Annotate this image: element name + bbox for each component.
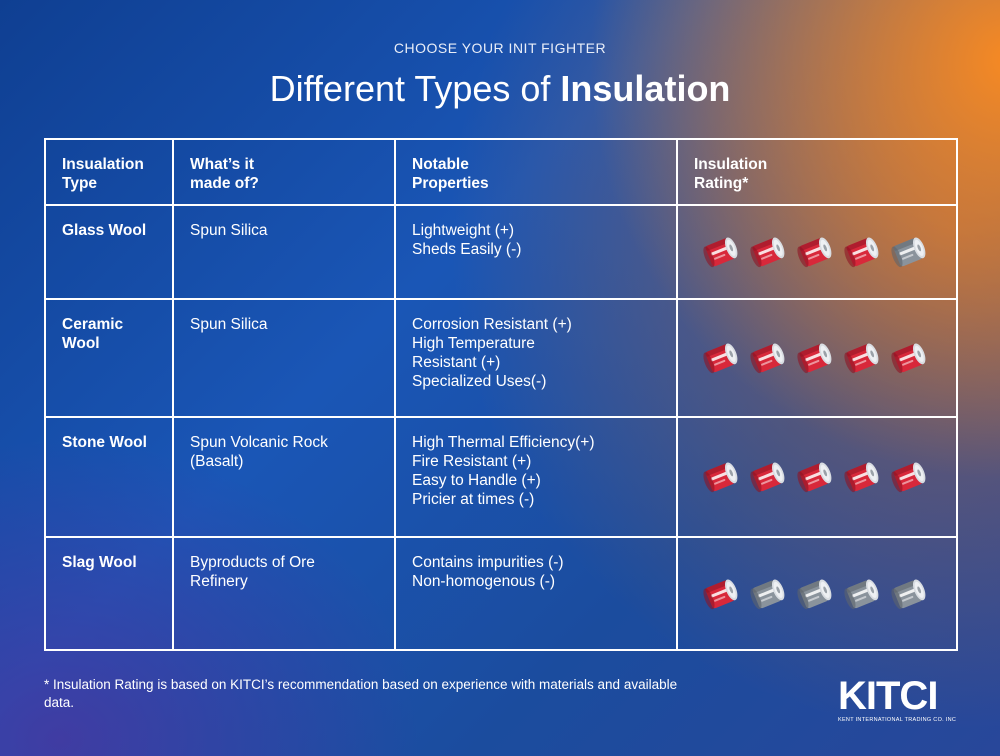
row-made-of: Spun Silica (174, 300, 396, 418)
row-made-of: Byproducts of Ore Refinery (174, 538, 396, 649)
insulation-roll-active-icon (797, 462, 832, 493)
insulation-roll-inactive-icon (750, 579, 785, 609)
property-line: High Thermal Efficiency(+) (412, 434, 595, 451)
insulation-roll-inactive-icon (797, 579, 832, 609)
title-bold: Insulation (560, 68, 731, 109)
logo-mark: KITCI (838, 674, 938, 718)
made-of-line: Byproducts of Ore (190, 554, 315, 571)
header-type-line2: Type (62, 175, 98, 192)
row-properties: Contains impurities (-) Non-homogenous (… (396, 538, 678, 649)
row-properties: High Thermal Efficiency(+) Fire Resistan… (396, 418, 678, 538)
insulation-roll-active-icon (703, 343, 738, 374)
type-line: Wool (62, 335, 100, 352)
insulation-roll-active-icon (797, 237, 832, 268)
row-rating (678, 300, 956, 418)
insulation-roll-active-icon (844, 343, 879, 374)
property-line: Corrosion Resistant (+) (412, 316, 572, 333)
row-made-of: Spun Silica (174, 206, 396, 300)
property-line: Lightweight (+) (412, 222, 515, 239)
type-line: Stone Wool (62, 434, 147, 451)
insulation-roll-active-icon (703, 579, 738, 609)
row-rating (678, 418, 956, 538)
insulation-roll-inactive-icon (891, 237, 926, 268)
footnote: * Insulation Rating is based on KITCI’s … (44, 677, 678, 710)
insulation-roll-inactive-icon (844, 579, 879, 609)
row-rating (678, 206, 956, 300)
logo-tagline: KENT INTERNATIONAL TRADING CO. INC (838, 717, 957, 723)
header-made-of: What’s it made of? (174, 140, 396, 206)
made-of-line: Spun Volcanic Rock (190, 434, 328, 451)
row-type: Glass Wool (46, 206, 174, 300)
header-properties-line1: Notable (412, 156, 469, 173)
row-type: Stone Wool (46, 418, 174, 538)
made-of-line: Spun Silica (190, 222, 268, 239)
row-properties: Lightweight (+) Sheds Easily (-) (396, 206, 678, 300)
row-type: Ceramic Wool (46, 300, 174, 418)
made-of-line: Refinery (190, 573, 248, 590)
type-line: Ceramic (62, 316, 124, 333)
insulation-roll-active-icon (891, 343, 926, 374)
title-light: Different Types of (269, 68, 561, 109)
insulation-table: Insualation Type What’s it made of? Nota… (44, 138, 958, 651)
header-rating-line1: Insulation (694, 156, 768, 173)
insulation-roll-active-icon (797, 343, 832, 374)
page-title: Different Types of Insulation (0, 68, 1000, 110)
insulation-roll-active-icon (750, 462, 785, 493)
header-made-of-line1: What’s it (190, 156, 255, 173)
insulation-roll-active-icon (844, 462, 879, 493)
type-line: Glass Wool (62, 222, 147, 239)
insulation-roll-active-icon (891, 462, 926, 493)
insulation-roll-active-icon (844, 237, 879, 268)
insulation-roll-active-icon (703, 237, 738, 268)
row-rating (678, 538, 956, 649)
kitci-logo: KITCI KENT INTERNATIONAL TRADING CO. INC (838, 674, 960, 723)
insulation-roll-active-icon (750, 343, 785, 374)
header-type: Insualation Type (46, 140, 174, 206)
row-type: Slag Wool (46, 538, 174, 649)
made-of-line: Spun Silica (190, 316, 268, 333)
property-line: Pricier at times (-) (412, 491, 535, 508)
property-line: Non-homogenous (-) (412, 573, 556, 590)
property-line: Specialized Uses(-) (412, 373, 547, 390)
insulation-roll-active-icon (703, 462, 738, 493)
property-line: Easy to Handle (+) (412, 472, 541, 489)
insulation-roll-active-icon (750, 237, 785, 268)
header-made-of-line2: made of? (190, 175, 259, 192)
header-rating-line2: Rating* (694, 175, 749, 192)
property-line: Contains impurities (-) (412, 554, 564, 571)
property-line: Resistant (+) (412, 354, 501, 371)
header-type-line1: Insualation (62, 156, 144, 173)
row-properties: Corrosion Resistant (+) High Temperature… (396, 300, 678, 418)
property-line: Fire Resistant (+) (412, 453, 532, 470)
property-line: High Temperature (412, 335, 535, 352)
header-properties-line2: Properties (412, 175, 489, 192)
row-made-of: Spun Volcanic Rock (Basalt) (174, 418, 396, 538)
type-line: Slag Wool (62, 554, 137, 571)
kicker: CHOOSE YOUR INIT FIGHTER (393, 40, 607, 56)
property-line: Sheds Easily (-) (412, 241, 522, 258)
insulation-roll-inactive-icon (891, 579, 926, 609)
header-rating: Insulation Rating* (678, 140, 956, 206)
header-properties: Notable Properties (396, 140, 678, 206)
made-of-line: (Basalt) (190, 453, 244, 470)
